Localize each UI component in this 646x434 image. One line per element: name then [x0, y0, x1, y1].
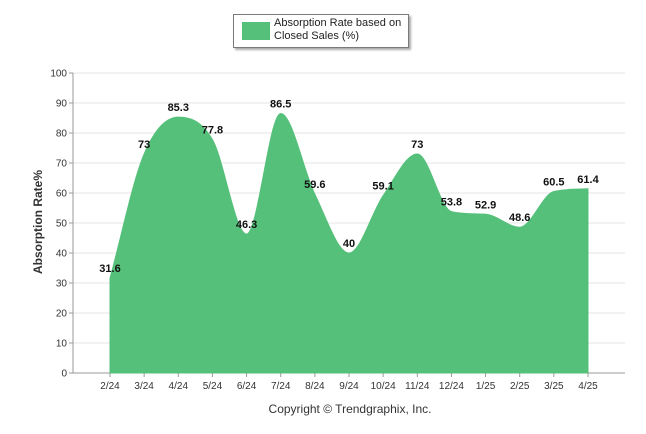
series-area: [109, 112, 589, 374]
y-tick-label: 10: [56, 339, 68, 350]
data-label: 40: [343, 238, 355, 250]
data-label: 73: [411, 139, 423, 151]
x-tick-label: 2/24: [100, 381, 120, 392]
legend-label: Absorption Rate based on Closed Sales (%…: [274, 17, 402, 42]
data-label: 60.5: [543, 177, 564, 189]
x-tick-label: 5/24: [203, 381, 223, 392]
data-label: 86.5: [270, 99, 291, 111]
y-axis-title: Absorption Rate%: [31, 170, 45, 274]
y-axis-ticks: 0 10 20 30 40 50 60 70 80 90 100: [50, 69, 73, 380]
y-tick-label: 50: [56, 219, 68, 230]
data-label: 77.8: [202, 125, 223, 137]
data-label: 59.6: [304, 179, 325, 191]
y-tick-label: 0: [61, 369, 67, 380]
data-label: 31.6: [99, 263, 120, 275]
x-tick-label: 4/24: [169, 381, 189, 392]
data-label: 59.1: [372, 181, 393, 193]
x-tick-label: 6/24: [237, 381, 257, 392]
y-tick-label: 60: [56, 189, 68, 200]
data-label: 48.6: [509, 212, 530, 224]
data-label: 53.8: [441, 197, 462, 209]
y-tick-label: 100: [50, 69, 67, 80]
data-labels: 31.6 73 85.3 77.8 46.3 86.5 59.6 40 59.1 73 53.8 52…: [99, 99, 599, 276]
x-tick-label: 4/25: [578, 381, 598, 392]
data-label: 46.3: [236, 219, 257, 231]
legend: Absorption Rate based on Closed Sales (%…: [233, 14, 409, 48]
y-tick-label: 90: [56, 99, 68, 110]
x-tick-label: 3/25: [544, 381, 564, 392]
x-tick-label: 11/24: [405, 381, 430, 392]
data-label: 52.9: [475, 199, 496, 211]
x-tick-label: 3/24: [134, 381, 154, 392]
y-tick-label: 30: [56, 279, 68, 290]
copyright-text: Copyright © Trendgraphix, Inc.: [269, 402, 432, 416]
x-tick-label: 10/24: [371, 381, 396, 392]
x-axis-ticks: 2/24 3/24 4/24 5/24 6/24 7/24 8/24 9/24 10/24 11/…: [100, 373, 598, 392]
y-tick-label: 40: [56, 249, 68, 260]
x-tick-label: 1/25: [476, 381, 496, 392]
x-tick-label: 12/24: [439, 381, 464, 392]
data-label: 73: [138, 139, 150, 151]
x-tick-label: 7/24: [271, 381, 291, 392]
x-tick-label: 8/24: [305, 381, 325, 392]
y-tick-label: 20: [56, 309, 68, 320]
data-label: 61.4: [577, 174, 599, 186]
data-label: 85.3: [168, 102, 189, 114]
y-tick-label: 80: [56, 129, 68, 140]
legend-swatch: [242, 22, 270, 40]
x-tick-label: 9/24: [339, 381, 359, 392]
y-tick-label: 70: [56, 159, 68, 170]
x-tick-label: 2/25: [510, 381, 530, 392]
